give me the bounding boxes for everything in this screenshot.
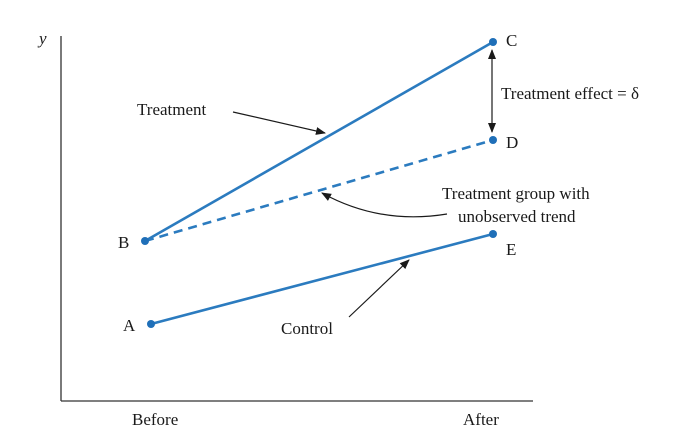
- unobserved-trend-pointer: [321, 192, 448, 218]
- label-d: D: [506, 133, 518, 152]
- treatment-pointer: [232, 111, 326, 135]
- label-c: C: [506, 31, 517, 50]
- point-c: [489, 38, 497, 46]
- x-label-after: After: [463, 410, 499, 429]
- point-b: [141, 237, 149, 245]
- control-line: [149, 232, 495, 326]
- treatment-effect-label: Treatment effect = δ: [501, 84, 639, 103]
- x-label-before: Before: [132, 410, 178, 429]
- label-b: B: [118, 233, 129, 252]
- control-label: Control: [281, 319, 333, 338]
- point-a: [147, 320, 155, 328]
- point-e: [489, 230, 497, 238]
- label-a: A: [123, 316, 136, 335]
- treatment-line: [143, 40, 495, 243]
- unobserved-trend-line: [144, 138, 494, 243]
- unobserved-trend-label-line1: Treatment group with: [442, 184, 590, 203]
- control-pointer: [348, 259, 410, 318]
- unobserved-trend-label-line2: unobserved trend: [458, 207, 576, 226]
- point-d: [489, 136, 497, 144]
- treatment-label: Treatment: [137, 100, 207, 119]
- label-e: E: [506, 240, 516, 259]
- y-axis-label: y: [37, 29, 47, 48]
